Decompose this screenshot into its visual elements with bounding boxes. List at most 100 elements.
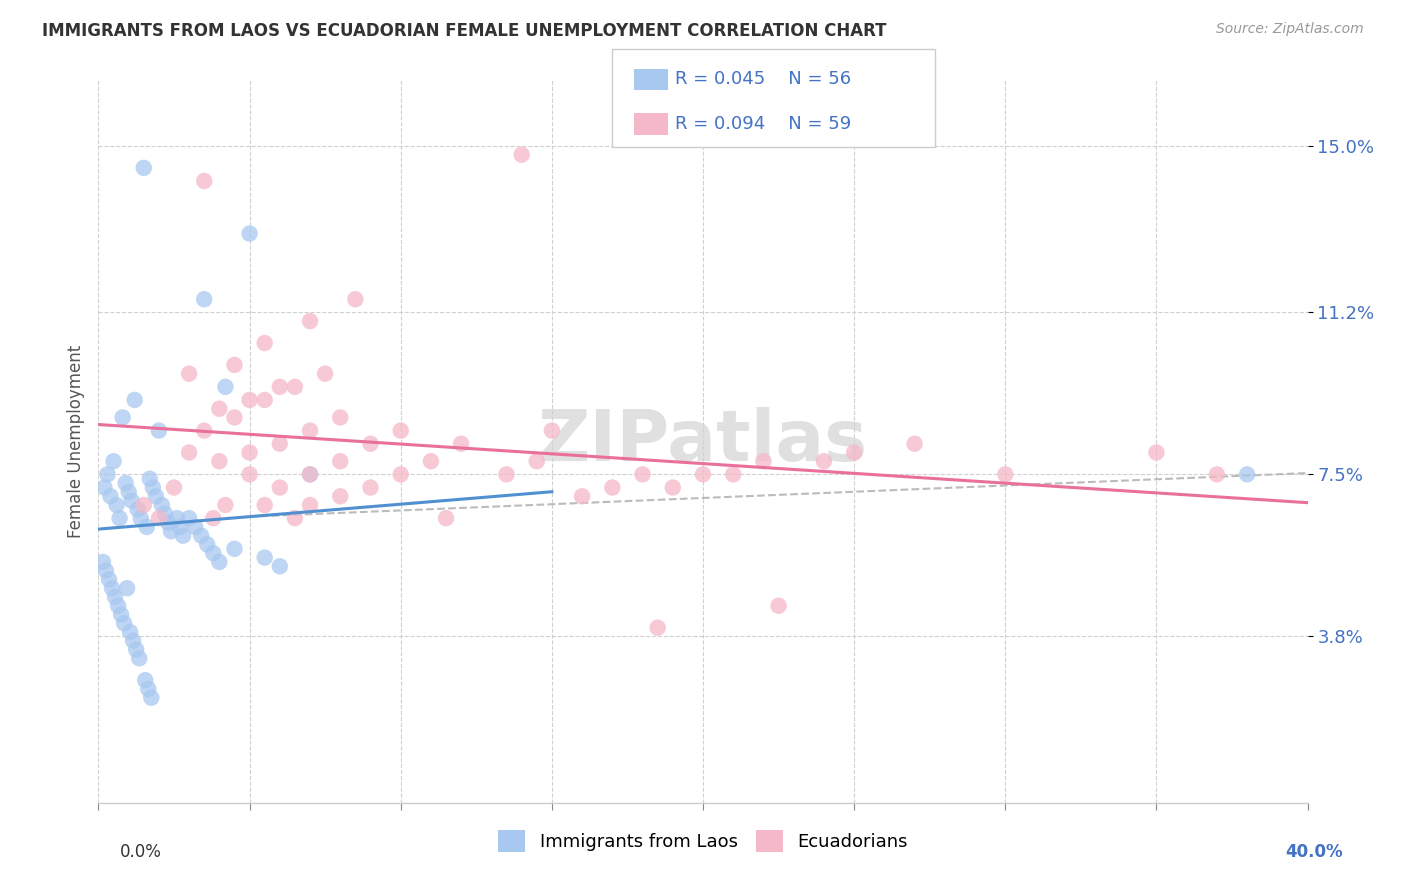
Point <box>105 498 128 512</box>
Point <box>202 546 225 560</box>
Text: IMMIGRANTS FROM LAOS VS ECUADORIAN FEMALE UNEMPLOYMENT CORRELATION CHART: IMMIGRANTS FROM LAOS VS ECUADORIAN FEMAL… <box>42 22 887 40</box>
Point <box>100 489 122 503</box>
Point <box>389 424 412 438</box>
Point <box>111 410 134 425</box>
Point <box>647 621 669 635</box>
Point <box>299 467 322 482</box>
Point <box>193 174 215 188</box>
Text: R = 0.045    N = 56: R = 0.045 N = 56 <box>675 70 851 88</box>
Point <box>114 476 136 491</box>
Point <box>360 436 382 450</box>
Point <box>239 467 262 482</box>
Point <box>208 454 231 468</box>
Point <box>132 161 155 175</box>
Point <box>148 424 170 438</box>
Point <box>284 511 307 525</box>
Point <box>495 467 517 482</box>
Point <box>224 541 246 556</box>
Point <box>420 454 443 468</box>
Point <box>163 481 186 495</box>
Point <box>103 454 125 468</box>
Point <box>190 529 212 543</box>
Point <box>253 498 276 512</box>
Point <box>299 467 322 482</box>
Point <box>110 607 132 622</box>
Point <box>299 314 322 328</box>
Point <box>239 227 262 241</box>
Point <box>224 358 246 372</box>
Point <box>156 516 179 530</box>
Point <box>844 445 866 459</box>
Point <box>768 599 790 613</box>
Point <box>571 489 593 503</box>
Point <box>540 424 562 438</box>
Point <box>239 392 262 407</box>
Point <box>389 467 412 482</box>
Point <box>214 498 236 512</box>
Point <box>124 392 146 407</box>
Point <box>526 454 548 468</box>
Point <box>179 367 201 381</box>
Point <box>1146 445 1168 459</box>
Point <box>269 436 291 450</box>
Point <box>269 559 291 574</box>
Point <box>329 454 352 468</box>
Text: R = 0.094    N = 59: R = 0.094 N = 59 <box>675 115 851 133</box>
Point <box>329 489 352 503</box>
Point <box>160 524 183 539</box>
Point <box>148 511 170 525</box>
Point <box>723 467 745 482</box>
Point <box>184 520 207 534</box>
Point <box>813 454 835 468</box>
Point <box>142 481 165 495</box>
Point <box>510 147 533 161</box>
Point <box>122 633 145 648</box>
Point <box>179 445 201 459</box>
Point <box>994 467 1017 482</box>
Point <box>269 481 291 495</box>
Point <box>125 642 148 657</box>
Point <box>93 481 115 495</box>
Point <box>253 336 276 351</box>
Point <box>299 498 322 512</box>
Text: 40.0%: 40.0% <box>1285 843 1343 861</box>
Y-axis label: Female Unemployment: Female Unemployment <box>66 345 84 538</box>
Point <box>202 511 225 525</box>
Point <box>224 410 246 425</box>
Text: ZIPatlas: ZIPatlas <box>538 407 868 476</box>
Point <box>329 410 352 425</box>
Point <box>101 581 124 595</box>
Point <box>135 520 157 534</box>
Text: Source: ZipAtlas.com: Source: ZipAtlas.com <box>1216 22 1364 37</box>
Point <box>129 511 152 525</box>
Point <box>208 401 231 416</box>
Point <box>602 481 624 495</box>
Point <box>153 507 176 521</box>
Point <box>434 511 457 525</box>
Point <box>132 498 155 512</box>
Point <box>107 599 129 613</box>
Point <box>139 472 162 486</box>
Point <box>284 380 307 394</box>
Point <box>145 489 167 503</box>
Point <box>1236 467 1258 482</box>
Point <box>172 529 194 543</box>
Point <box>450 436 472 450</box>
Point <box>112 616 135 631</box>
Point <box>1206 467 1229 482</box>
Point <box>166 511 188 525</box>
Point <box>214 380 236 394</box>
Point <box>108 511 131 525</box>
Point <box>141 690 163 705</box>
Point <box>96 467 118 482</box>
Point <box>299 424 322 438</box>
Text: 0.0%: 0.0% <box>120 843 162 861</box>
Point <box>104 590 127 604</box>
Point <box>127 502 149 516</box>
Point <box>752 454 775 468</box>
Point <box>115 581 138 595</box>
Point <box>120 625 142 640</box>
Point <box>344 292 367 306</box>
Point <box>121 493 143 508</box>
Point <box>91 555 114 569</box>
